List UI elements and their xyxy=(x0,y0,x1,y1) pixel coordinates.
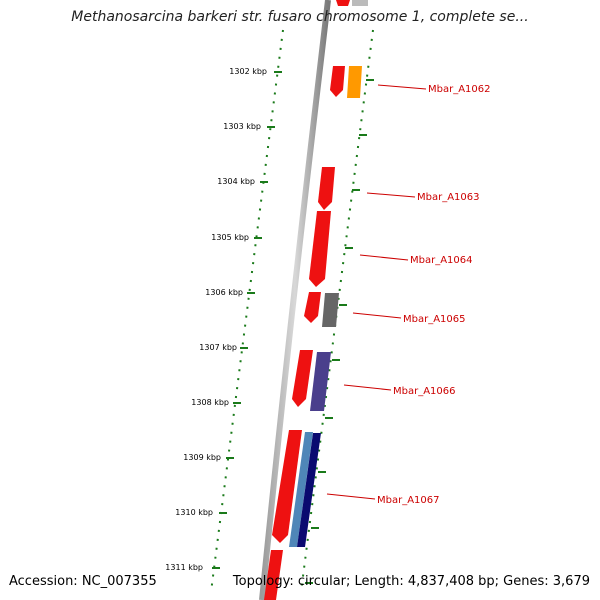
gene-label[interactable]: Mbar_A1063 xyxy=(417,192,480,203)
kbp-label: 1311 kbp xyxy=(165,563,203,572)
gene-feature[interactable] xyxy=(304,292,321,323)
kbp-label: 1310 kbp xyxy=(175,508,213,517)
kbp-label: 1308 kbp xyxy=(191,398,229,407)
kbp-label: 1307 kbp xyxy=(199,343,237,352)
label-leaders xyxy=(326,84,427,500)
gene-feature[interactable] xyxy=(309,211,331,287)
gene-feature[interactable] xyxy=(297,433,321,547)
gene-feature[interactable] xyxy=(352,0,368,6)
kbp-labels: 1302 kbp 1303 kbp 1304 kbp 1305 kbp 1306… xyxy=(165,67,267,572)
gene-feature[interactable] xyxy=(272,430,302,543)
gene-feature[interactable] xyxy=(310,352,331,411)
gene-feature[interactable] xyxy=(322,293,339,327)
kbp-label: 1309 kbp xyxy=(183,453,221,462)
gene-feature[interactable] xyxy=(330,66,345,97)
gene-feature[interactable] xyxy=(347,66,362,98)
gene-feature[interactable] xyxy=(264,550,283,600)
kbp-label: 1306 kbp xyxy=(205,288,243,297)
topology-text: Topology: circular; Length: 4,837,408 bp… xyxy=(232,574,590,589)
gene-features[interactable] xyxy=(264,0,368,600)
sequence-title: Methanosarcina barkeri str. fusaro chrom… xyxy=(71,9,529,25)
gene-label[interactable]: Mbar_A1062 xyxy=(428,84,491,95)
gene-labels: Mbar_A1062 Mbar_A1063 Mbar_A1064 Mbar_A1… xyxy=(377,84,491,506)
accession-text: Accession: NC_007355 xyxy=(9,574,157,589)
kbp-label: 1305 kbp xyxy=(211,233,249,242)
kbp-ticks xyxy=(212,71,282,569)
gene-feature[interactable] xyxy=(289,432,313,547)
gene-feature[interactable] xyxy=(292,350,313,407)
gene-feature[interactable] xyxy=(318,167,335,210)
gene-label[interactable]: Mbar_A1066 xyxy=(393,386,456,397)
sequence-backbone xyxy=(259,0,331,600)
kbp-label: 1302 kbp xyxy=(229,67,267,76)
gene-label[interactable]: Mbar_A1065 xyxy=(403,314,466,325)
kbp-label: 1304 kbp xyxy=(217,177,255,186)
gene-label[interactable]: Mbar_A1067 xyxy=(377,495,440,506)
gene-feature[interactable] xyxy=(336,0,350,6)
outer-ticks xyxy=(305,79,374,584)
gene-label[interactable]: Mbar_A1064 xyxy=(410,255,473,266)
kbp-label: 1303 kbp xyxy=(223,122,261,131)
